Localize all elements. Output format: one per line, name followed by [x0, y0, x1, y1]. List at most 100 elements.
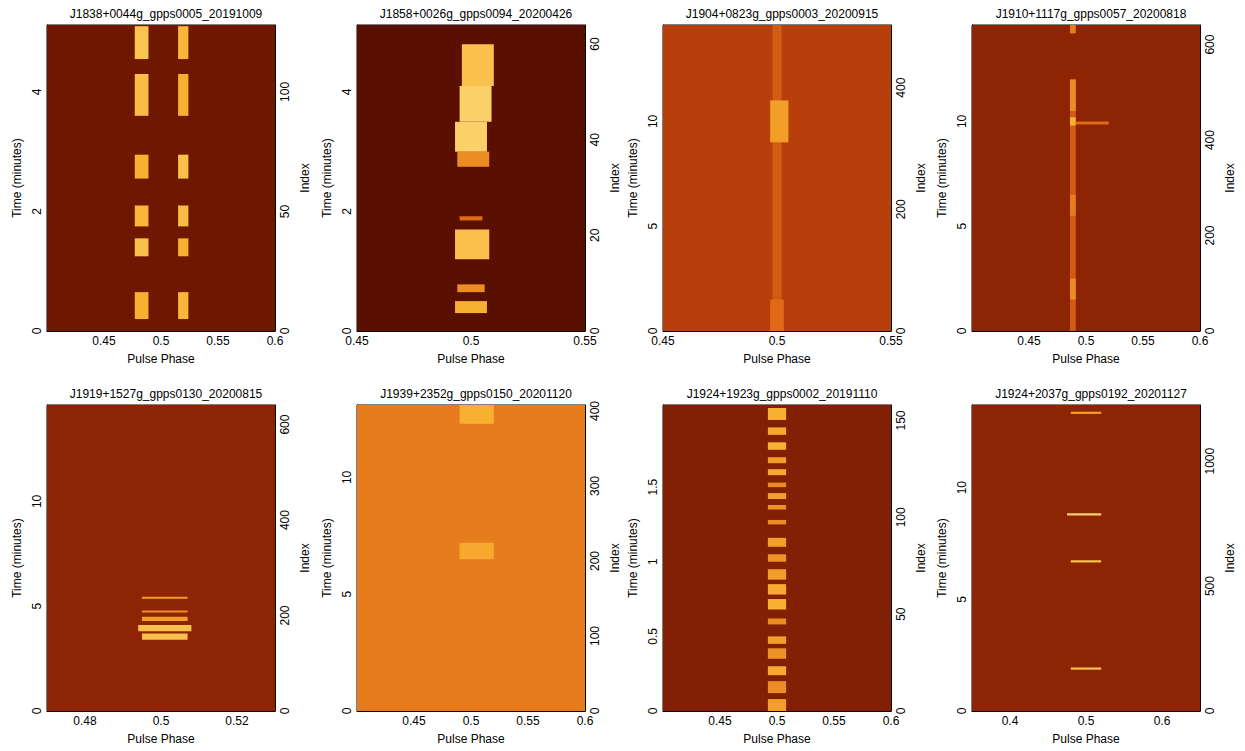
svg-text:Time (minutes): Time (minutes) [10, 518, 24, 598]
svg-text:Time (minutes): Time (minutes) [320, 138, 334, 218]
svg-text:0: 0 [646, 707, 660, 714]
svg-text:0: 0 [340, 707, 354, 714]
svg-text:0.5: 0.5 [769, 714, 786, 728]
svg-text:200: 200 [278, 605, 292, 625]
svg-text:0.55: 0.55 [516, 714, 540, 728]
svg-text:5: 5 [955, 223, 969, 230]
svg-text:Time (minutes): Time (minutes) [935, 518, 949, 598]
svg-text:0: 0 [30, 327, 44, 334]
svg-text:1.5: 1.5 [646, 478, 660, 495]
svg-text:J1910+1117g_gpps0057_20200818: J1910+1117g_gpps0057_20200818 [996, 7, 1187, 21]
svg-text:60: 60 [588, 37, 602, 51]
svg-text:J1904+0823g_gpps0003_20200915: J1904+0823g_gpps0003_20200915 [686, 7, 879, 21]
svg-text:0.45: 0.45 [1017, 334, 1041, 348]
svg-text:0: 0 [278, 707, 292, 714]
svg-text:1: 1 [646, 558, 660, 565]
svg-text:Time (minutes): Time (minutes) [626, 518, 640, 598]
svg-text:0.55: 0.55 [822, 714, 846, 728]
svg-text:4: 4 [340, 88, 354, 95]
svg-text:Index: Index [1223, 163, 1237, 192]
svg-text:10: 10 [955, 114, 969, 128]
svg-text:0.6: 0.6 [883, 714, 900, 728]
svg-text:Pulse Phase: Pulse Phase [743, 352, 811, 366]
svg-text:100: 100 [278, 82, 292, 102]
svg-text:300: 300 [588, 476, 602, 496]
svg-text:0.52: 0.52 [225, 714, 249, 728]
svg-text:0.45: 0.45 [402, 714, 426, 728]
svg-text:Time (minutes): Time (minutes) [626, 138, 640, 218]
svg-text:50: 50 [894, 607, 908, 621]
svg-text:200: 200 [894, 199, 908, 219]
svg-text:10: 10 [340, 470, 354, 484]
svg-text:50: 50 [278, 204, 292, 218]
svg-text:0.55: 0.55 [1131, 334, 1155, 348]
svg-text:0: 0 [30, 707, 44, 714]
svg-text:0.45: 0.45 [708, 714, 732, 728]
svg-text:5: 5 [30, 603, 44, 610]
svg-text:Pulse Phase: Pulse Phase [437, 352, 505, 366]
svg-text:0.6: 0.6 [1192, 334, 1209, 348]
svg-text:10: 10 [955, 481, 969, 495]
svg-text:5: 5 [646, 223, 660, 230]
svg-text:0.4: 0.4 [1002, 714, 1019, 728]
svg-text:Time (minutes): Time (minutes) [320, 518, 334, 598]
svg-text:Pulse Phase: Pulse Phase [743, 732, 811, 746]
svg-text:20: 20 [588, 228, 602, 242]
svg-text:0.5: 0.5 [153, 714, 170, 728]
svg-text:J1924+1923g_gpps0002_20191110: J1924+1923g_gpps0002_20191110 [687, 387, 878, 401]
svg-text:200: 200 [1203, 225, 1217, 245]
svg-text:4: 4 [30, 88, 44, 95]
svg-text:0.55: 0.55 [206, 334, 230, 348]
svg-text:0: 0 [955, 327, 969, 334]
svg-text:0.5: 0.5 [646, 628, 660, 645]
svg-text:400: 400 [894, 77, 908, 97]
svg-text:0.55: 0.55 [573, 334, 597, 348]
svg-text:0.5: 0.5 [769, 334, 786, 348]
svg-text:Pulse Phase: Pulse Phase [1052, 732, 1120, 746]
svg-text:0.45: 0.45 [92, 334, 116, 348]
svg-text:100: 100 [894, 507, 908, 527]
svg-text:1000: 1000 [1203, 448, 1217, 475]
svg-text:Pulse Phase: Pulse Phase [127, 352, 195, 366]
svg-text:200: 200 [588, 551, 602, 571]
svg-text:Index: Index [1223, 543, 1237, 572]
svg-text:600: 600 [1203, 34, 1217, 54]
svg-text:0: 0 [1203, 707, 1217, 714]
svg-text:J1924+2037g_gpps0192_20201127: J1924+2037g_gpps0192_20201127 [995, 387, 1187, 401]
svg-text:0.6: 0.6 [577, 714, 594, 728]
svg-text:0.5: 0.5 [463, 714, 480, 728]
svg-text:2: 2 [30, 208, 44, 215]
svg-text:400: 400 [588, 401, 602, 421]
svg-text:5: 5 [955, 596, 969, 603]
svg-text:J1838+0044g_gpps0005_20191009: J1838+0044g_gpps0005_20191009 [70, 7, 263, 21]
svg-text:Time (minutes): Time (minutes) [10, 138, 24, 218]
svg-text:0.6: 0.6 [1154, 714, 1171, 728]
svg-text:100: 100 [588, 626, 602, 646]
svg-text:40: 40 [588, 133, 602, 147]
svg-text:0.5: 0.5 [463, 334, 480, 348]
svg-text:0.5: 0.5 [1078, 334, 1095, 348]
svg-text:Index: Index [914, 543, 928, 572]
svg-text:10: 10 [30, 494, 44, 508]
svg-text:0.6: 0.6 [267, 334, 284, 348]
svg-text:Index: Index [298, 543, 312, 572]
svg-text:Pulse Phase: Pulse Phase [1052, 352, 1120, 366]
svg-text:Index: Index [608, 543, 622, 572]
svg-text:400: 400 [1203, 130, 1217, 150]
svg-text:0: 0 [955, 707, 969, 714]
svg-text:Index: Index [914, 163, 928, 192]
svg-text:J1939+2352g_gpps0150_20201120: J1939+2352g_gpps0150_20201120 [380, 387, 572, 401]
svg-text:0.55: 0.55 [879, 334, 903, 348]
svg-text:Time (minutes): Time (minutes) [935, 138, 949, 218]
svg-text:Index: Index [298, 163, 312, 192]
svg-text:Pulse Phase: Pulse Phase [127, 732, 195, 746]
svg-text:400: 400 [278, 510, 292, 530]
svg-text:500: 500 [1203, 576, 1217, 596]
svg-text:Index: Index [608, 163, 622, 192]
svg-text:10: 10 [646, 114, 660, 128]
svg-text:2: 2 [340, 208, 354, 215]
svg-text:150: 150 [894, 410, 908, 430]
svg-text:0.45: 0.45 [651, 334, 675, 348]
svg-text:0.5: 0.5 [1078, 714, 1095, 728]
svg-text:0.45: 0.45 [345, 334, 369, 348]
